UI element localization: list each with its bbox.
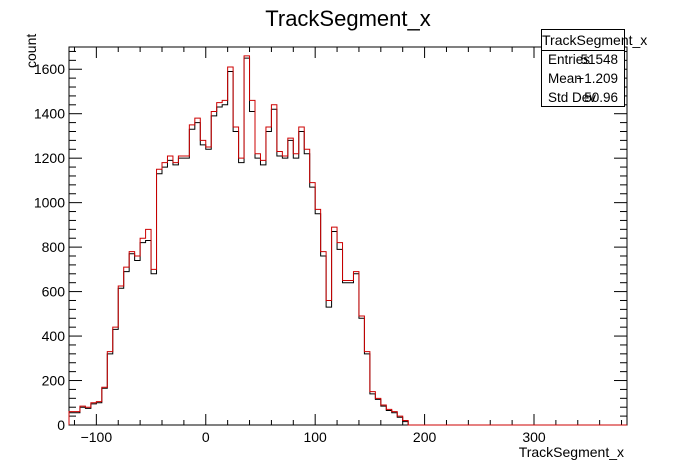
y-tick-label: 1200 bbox=[34, 150, 65, 166]
stats-mean-value: −1.209 bbox=[576, 71, 618, 86]
stats-row-mean: Mean −1.209 bbox=[542, 69, 624, 88]
stats-row-stddev: Std Dev 50.96 bbox=[542, 88, 624, 107]
stats-entries-label: Entries bbox=[548, 52, 591, 67]
stats-title: TrackSegment_x bbox=[542, 30, 647, 51]
x-tick-label: 300 bbox=[522, 429, 546, 445]
x-tick-label: 0 bbox=[202, 429, 210, 445]
histogram-series-1 bbox=[68, 55, 627, 426]
stats-row-entries: Entries 51548 bbox=[542, 50, 624, 69]
x-tick-label: −100 bbox=[81, 429, 113, 445]
chart-title: TrackSegment_x bbox=[265, 6, 430, 31]
x-tick-label: 200 bbox=[413, 429, 437, 445]
x-tick-label: 100 bbox=[303, 429, 327, 445]
y-axis-label: count bbox=[23, 34, 39, 68]
stats-box: TrackSegment_x Entries 51548 Mean −1.209… bbox=[541, 29, 647, 107]
y-tick-label: 1000 bbox=[34, 195, 65, 211]
y-tick-label: 1400 bbox=[34, 106, 65, 122]
stats-stddev-label: Std Dev bbox=[548, 90, 597, 105]
y-tick-label: 800 bbox=[42, 239, 66, 255]
stats-mean-label: Mean bbox=[548, 71, 582, 86]
y-tick-label: 1600 bbox=[34, 61, 65, 77]
y-tick-label: 600 bbox=[42, 284, 66, 300]
plot-frame bbox=[68, 46, 628, 426]
y-tick-label: 0 bbox=[57, 417, 65, 433]
histogram-series-0 bbox=[68, 57, 627, 426]
y-tick-label: 200 bbox=[42, 373, 66, 389]
stats-stddev-value: 50.96 bbox=[584, 90, 618, 105]
x-axis-label: TrackSegment_x bbox=[519, 444, 624, 460]
y-tick-label: 400 bbox=[42, 328, 66, 344]
stats-entries-value: 51548 bbox=[580, 52, 618, 67]
